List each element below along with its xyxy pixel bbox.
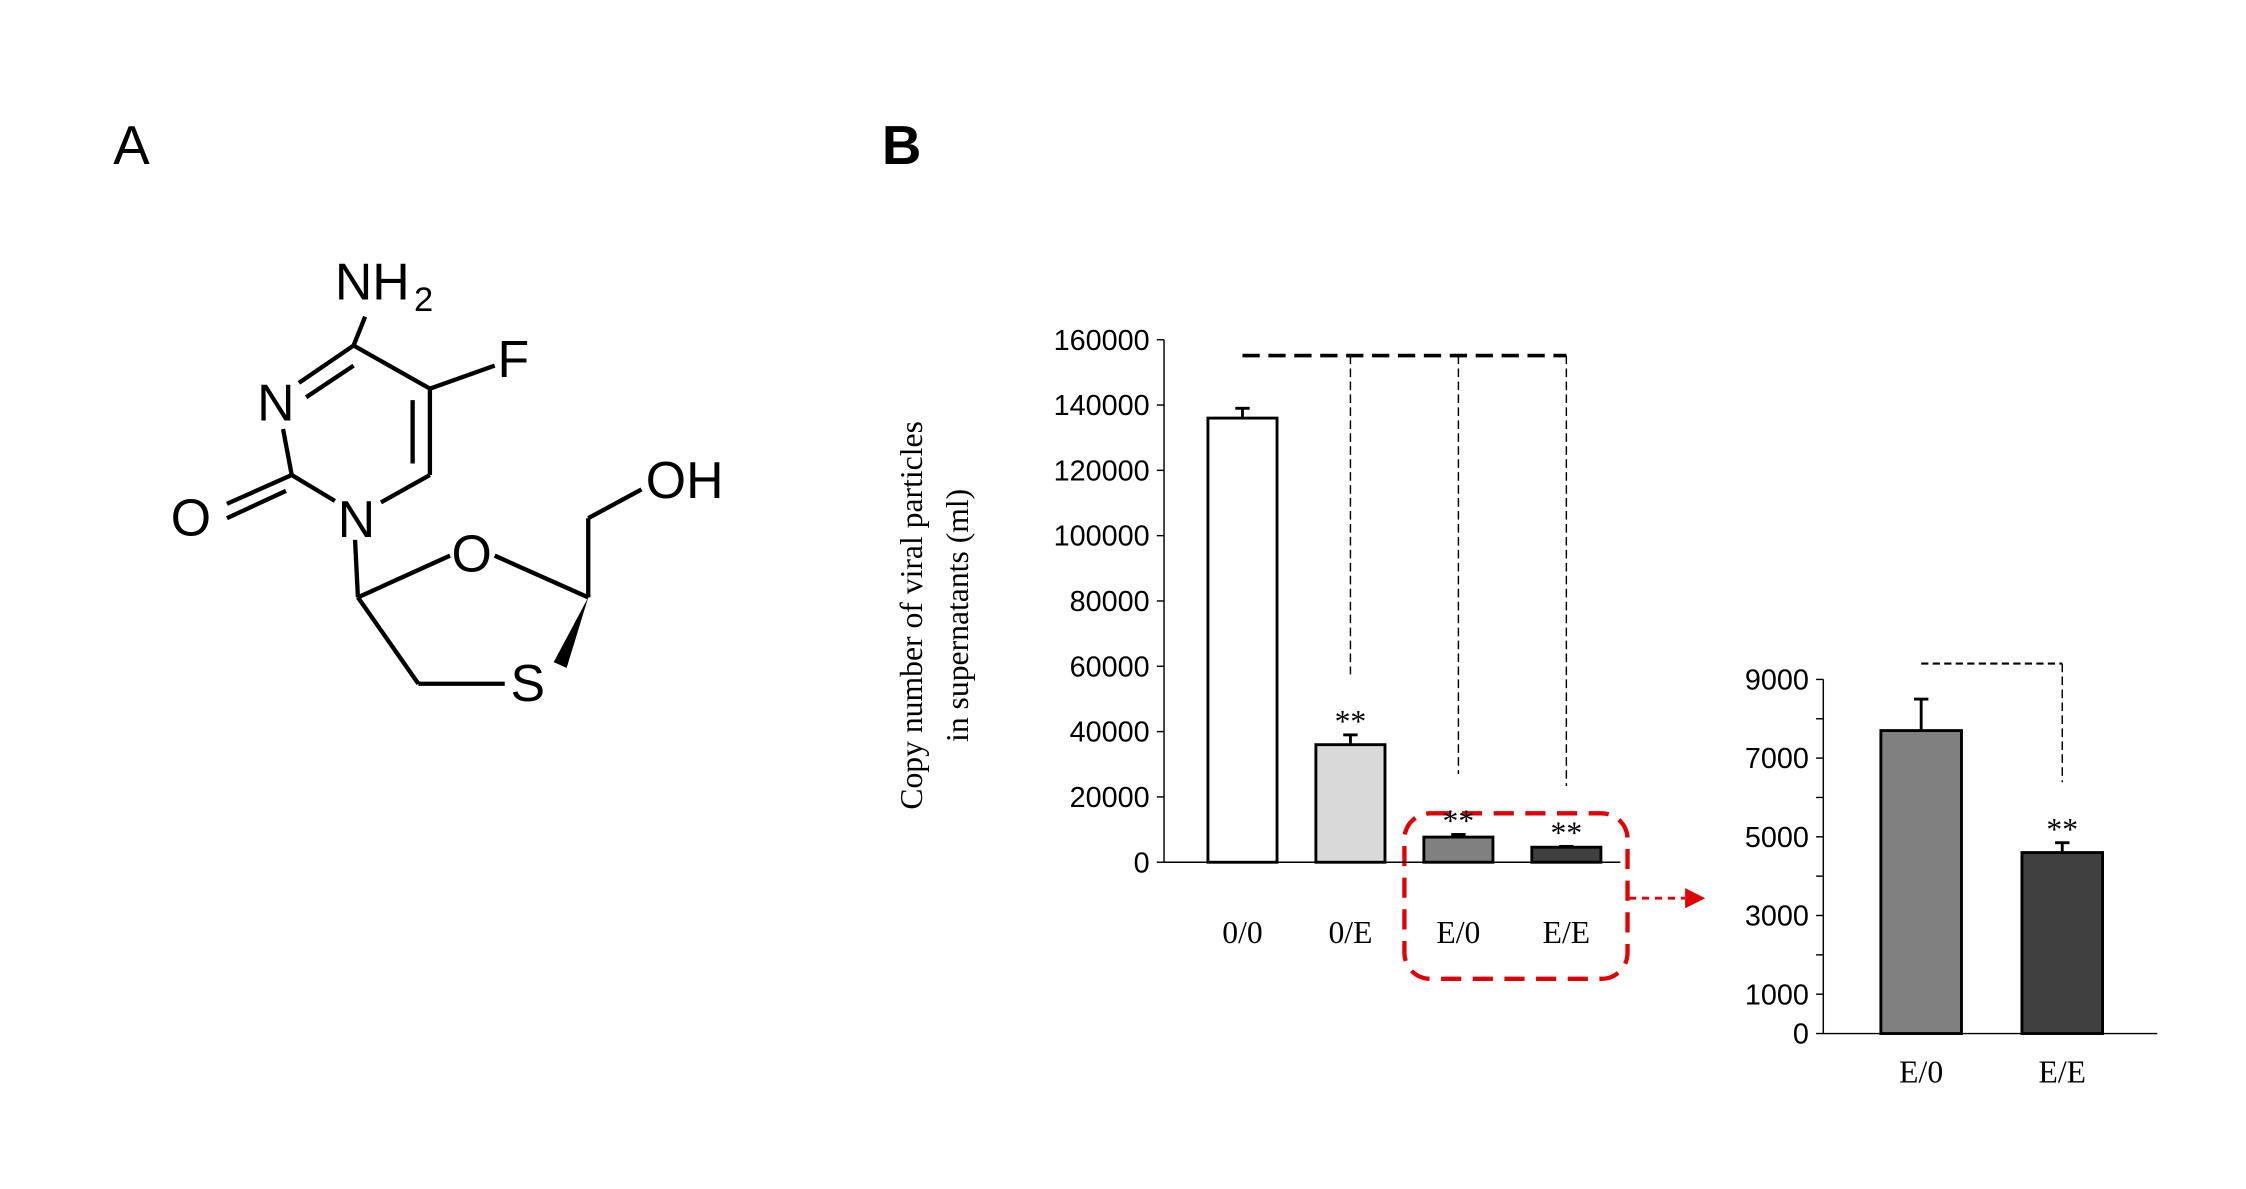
y-tick-label: 1000 xyxy=(1745,979,1809,1011)
panel-label: B xyxy=(882,114,922,176)
bar xyxy=(1422,835,1495,864)
x-tick-label: E/0 xyxy=(1899,1054,1943,1089)
y-tick-label: 140000 xyxy=(1054,390,1150,422)
y-tick-label: 5000 xyxy=(1745,822,1809,854)
significance-mark: ** xyxy=(1443,804,1475,839)
atom: O xyxy=(171,488,211,546)
highlight-box xyxy=(1402,811,1630,981)
arrow-head xyxy=(1685,888,1706,909)
atom: S xyxy=(511,654,546,712)
y-tick-label: 160000 xyxy=(1054,325,1150,357)
atom: O xyxy=(451,524,491,582)
x-tick-label: 0/0 xyxy=(1222,915,1262,950)
y-tick-label: 120000 xyxy=(1054,455,1150,487)
y-tick-label: 100000 xyxy=(1054,521,1150,553)
atom: NH xyxy=(335,252,410,310)
bar xyxy=(1314,743,1387,864)
y-tick-label: 40000 xyxy=(1070,717,1150,749)
significance-mark: ** xyxy=(1335,704,1367,739)
y-tick-label: 3000 xyxy=(1745,901,1809,933)
y-tick-label: 0 xyxy=(1134,847,1150,879)
atom-subscript: 2 xyxy=(414,281,433,319)
y-tick-label: 80000 xyxy=(1070,586,1150,618)
molecule: NH 2 F N O N OH O S xyxy=(171,252,724,712)
significance-mark: ** xyxy=(2046,812,2078,847)
y-tick-label: 20000 xyxy=(1070,782,1150,814)
atom: N xyxy=(338,490,375,548)
atom: N xyxy=(257,373,294,431)
panel-label: A xyxy=(113,114,150,176)
y-tick-label: 60000 xyxy=(1070,651,1150,683)
x-tick-label: E/E xyxy=(2039,1054,2086,1089)
x-tick-label: E/0 xyxy=(1436,915,1480,950)
atom: F xyxy=(498,330,530,388)
y-tick-label: 7000 xyxy=(1745,743,1809,775)
bar xyxy=(1879,729,1963,1035)
x-tick-label: 0/E xyxy=(1328,915,1372,950)
bar xyxy=(1206,416,1279,864)
y-tick-label: 9000 xyxy=(1745,665,1809,697)
significance-mark: ** xyxy=(1551,816,1583,851)
x-tick-label: E/E xyxy=(1543,915,1590,950)
y-tick-label: 0 xyxy=(1793,1019,1809,1051)
y-axis-label: Copy number of viral particles xyxy=(894,421,929,810)
bar xyxy=(2020,851,2104,1035)
atom: OH xyxy=(646,451,724,509)
y-axis-label: in supernatants (ml) xyxy=(940,489,975,742)
